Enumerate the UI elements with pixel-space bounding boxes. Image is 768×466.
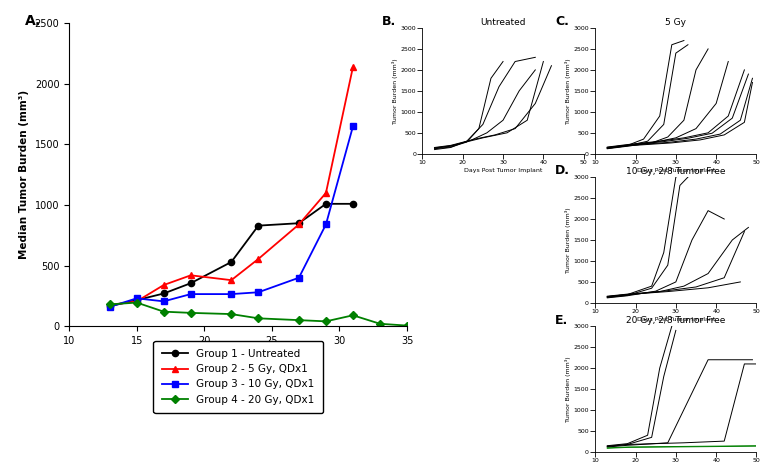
Line: Group 1 - Untreated: Group 1 - Untreated (107, 201, 356, 309)
Group 1 - Untreated (159, 291, 168, 296)
Line: Group 3 - 10 Gy, QDx1: Group 3 - 10 Gy, QDx1 (107, 123, 356, 310)
Group 4 - 20 Gy, QDx1 (227, 311, 236, 317)
Group 1 - Untreated (105, 303, 114, 309)
Group 4 - 20 Gy, QDx1 (132, 300, 141, 305)
Group 3 - 10 Gy, QDx1 (294, 275, 303, 281)
Text: A.: A. (25, 14, 41, 28)
Group 1 - Untreated (186, 281, 195, 286)
Group 1 - Untreated (227, 259, 236, 265)
Group 3 - 10 Gy, QDx1 (349, 123, 358, 129)
Group 2 - 5 Gy, QDx1 (105, 302, 114, 308)
Group 4 - 20 Gy, QDx1 (159, 309, 168, 315)
Text: B.: B. (382, 15, 396, 28)
Group 3 - 10 Gy, QDx1 (159, 299, 168, 304)
Group 3 - 10 Gy, QDx1 (321, 222, 330, 227)
Line: Group 2 - 5 Gy, QDx1: Group 2 - 5 Gy, QDx1 (107, 64, 356, 308)
Y-axis label: Tumor Burden (mm³): Tumor Burden (mm³) (564, 356, 571, 422)
Group 1 - Untreated (294, 220, 303, 226)
Group 3 - 10 Gy, QDx1 (105, 304, 114, 309)
Line: Group 4 - 20 Gy, QDx1: Group 4 - 20 Gy, QDx1 (107, 300, 410, 329)
Group 2 - 5 Gy, QDx1 (294, 222, 303, 227)
Group 4 - 20 Gy, QDx1 (349, 313, 358, 318)
Text: C.: C. (555, 15, 569, 28)
Group 2 - 5 Gy, QDx1 (227, 277, 236, 283)
Group 2 - 5 Gy, QDx1 (186, 273, 195, 278)
Group 3 - 10 Gy, QDx1 (227, 291, 236, 297)
Group 4 - 20 Gy, QDx1 (402, 323, 412, 329)
Group 2 - 5 Gy, QDx1 (132, 299, 141, 304)
Title: 20 Gy, 2/8 Tumor Free: 20 Gy, 2/8 Tumor Free (626, 316, 726, 325)
Group 4 - 20 Gy, QDx1 (186, 310, 195, 315)
Title: 5 Gy: 5 Gy (665, 18, 687, 27)
Title: 10 Gy, 2/8 Tumor Free: 10 Gy, 2/8 Tumor Free (626, 167, 726, 176)
Y-axis label: Tumor Burden (mm³): Tumor Burden (mm³) (392, 58, 398, 123)
Group 4 - 20 Gy, QDx1 (253, 315, 263, 321)
Group 2 - 5 Gy, QDx1 (159, 282, 168, 288)
Group 3 - 10 Gy, QDx1 (253, 289, 263, 295)
Y-axis label: Tumor Burden (mm³): Tumor Burden (mm³) (564, 207, 571, 273)
Group 2 - 5 Gy, QDx1 (349, 64, 358, 70)
Group 1 - Untreated (321, 201, 330, 206)
Group 4 - 20 Gy, QDx1 (321, 319, 330, 324)
Title: Untreated: Untreated (480, 18, 526, 27)
Y-axis label: Tumor Burden (mm³): Tumor Burden (mm³) (564, 58, 571, 123)
X-axis label: Days Post Tumor Implant: Days Post Tumor Implant (637, 317, 715, 322)
X-axis label: Days Post Tumor Implant: Days Post Tumor Implant (160, 351, 316, 362)
Group 1 - Untreated (349, 201, 358, 206)
Group 1 - Untreated (253, 223, 263, 228)
Text: E.: E. (555, 314, 568, 327)
Group 3 - 10 Gy, QDx1 (132, 295, 141, 301)
Legend: Group 1 - Untreated, Group 2 - 5 Gy, QDx1, Group 3 - 10 Gy, QDx1, Group 4 - 20 G: Group 1 - Untreated, Group 2 - 5 Gy, QDx… (154, 341, 323, 413)
Group 4 - 20 Gy, QDx1 (105, 302, 114, 307)
Group 2 - 5 Gy, QDx1 (253, 256, 263, 262)
Y-axis label: Median Tumor Burden (mm³): Median Tumor Burden (mm³) (19, 90, 29, 259)
X-axis label: Days Post Tumor Implant: Days Post Tumor Implant (637, 168, 715, 173)
X-axis label: Days Post Tumor Implant: Days Post Tumor Implant (464, 168, 542, 173)
Group 4 - 20 Gy, QDx1 (376, 321, 385, 327)
Group 1 - Untreated (132, 297, 141, 303)
Text: D.: D. (555, 164, 570, 178)
Group 3 - 10 Gy, QDx1 (186, 291, 195, 297)
Group 2 - 5 Gy, QDx1 (321, 190, 330, 196)
Group 4 - 20 Gy, QDx1 (294, 317, 303, 323)
